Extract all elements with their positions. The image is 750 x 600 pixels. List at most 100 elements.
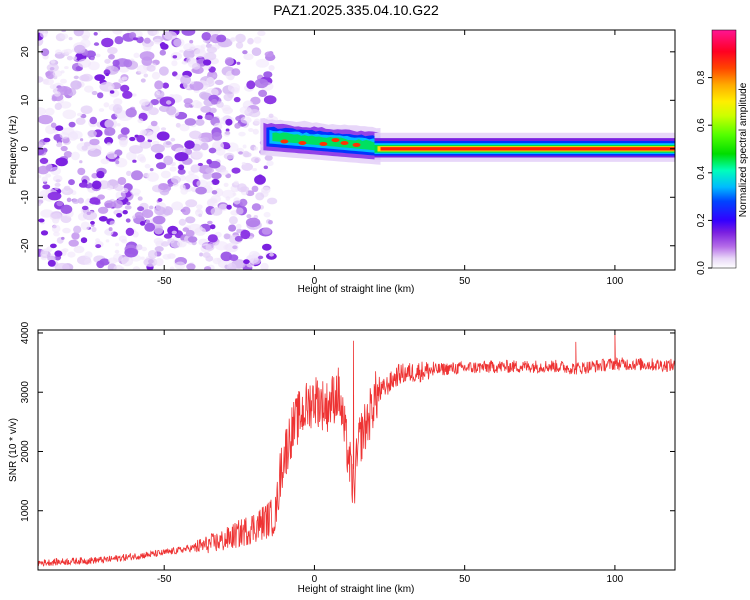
noise-blob <box>60 70 65 74</box>
noise-blob <box>131 170 143 181</box>
noise-blob <box>264 51 274 57</box>
colorbar: 0.0 0.2 0.4 0.6 0.8 Normalized spectral ampl… <box>696 29 749 275</box>
noise-blob <box>207 198 216 207</box>
noise-blob <box>104 119 118 129</box>
noise-blob <box>55 157 68 167</box>
noise-blob <box>153 237 164 245</box>
noise-blob <box>210 98 218 105</box>
noise-blob <box>63 185 71 191</box>
noise-blob <box>129 136 136 142</box>
noise-blob <box>129 145 143 154</box>
noise-blob <box>228 216 238 225</box>
noise-blob <box>104 58 111 64</box>
noise-blob <box>248 236 253 240</box>
noise-blob <box>73 245 85 254</box>
y-tick-label: 4000 <box>20 321 31 344</box>
noise-blob <box>66 197 72 203</box>
noise-blob <box>125 218 131 223</box>
noise-blob <box>130 188 141 195</box>
noise-blob <box>254 78 269 89</box>
noise-blob <box>183 49 196 59</box>
noise-blob <box>90 220 95 225</box>
noise-blob <box>186 57 196 65</box>
noise-blob <box>200 142 209 151</box>
noise-blob <box>203 59 212 66</box>
noise-blob <box>203 52 217 61</box>
snr-y-axis-label: SNR (10 * v/v) <box>8 418 19 482</box>
noise-blob <box>201 137 210 143</box>
noise-blob <box>240 229 251 240</box>
noise-blob <box>216 101 224 108</box>
noise-blob <box>148 107 159 116</box>
noise-blob <box>154 258 164 266</box>
noise-blob <box>38 201 42 207</box>
noise-blob <box>98 108 105 112</box>
noise-blob <box>231 167 241 174</box>
noise-blob <box>152 215 166 225</box>
noise-blob <box>180 75 192 85</box>
snr-panel: -50 0 50 100 1000 2000 3000 4000 Height of str… <box>8 321 676 595</box>
noise-blob <box>207 30 213 33</box>
noise-blob <box>159 42 166 48</box>
noise-blob <box>47 255 56 262</box>
noise-blob <box>206 181 213 186</box>
noise-blob <box>72 198 80 204</box>
x-tick-label: -50 <box>157 574 172 585</box>
noise-blob <box>169 266 175 270</box>
noise-blob <box>38 76 44 83</box>
noise-blob <box>38 165 49 175</box>
noise-blob <box>61 236 65 240</box>
noise-blob <box>181 206 191 216</box>
noise-blob <box>89 197 101 205</box>
noise-blob <box>211 178 220 185</box>
noise-blob <box>38 107 47 116</box>
noise-blob <box>112 59 120 67</box>
noise-blob <box>68 179 75 186</box>
noise-blob <box>154 80 164 90</box>
noise-blob <box>212 257 222 265</box>
noise-blob <box>80 105 93 114</box>
noise-blob <box>220 251 233 262</box>
noise-blob <box>212 74 217 78</box>
noise-blob <box>123 256 130 262</box>
noise-blob <box>113 154 118 158</box>
noise-blob <box>206 159 212 165</box>
noise-blob <box>84 85 94 93</box>
noise-blob <box>47 259 56 267</box>
noise-blob <box>60 204 73 214</box>
noise-blob <box>115 242 120 247</box>
noise-blob <box>109 220 116 226</box>
noise-blob <box>84 258 92 266</box>
noise-blob <box>224 131 231 135</box>
noise-blob <box>196 179 208 188</box>
noise-blob <box>253 36 262 44</box>
noise-blob <box>68 37 73 41</box>
noise-blob <box>40 230 49 236</box>
noise-blob <box>184 140 195 150</box>
noise-blob <box>55 179 61 183</box>
noise-blob <box>79 74 90 82</box>
x-tick-label: 0 <box>312 574 318 585</box>
noise-blob <box>239 198 248 207</box>
noise-blob <box>166 100 172 105</box>
noise-blob <box>135 244 143 251</box>
noise-blob <box>38 141 44 149</box>
noise-blob <box>55 49 62 55</box>
spectrogram-x-axis-label: Height of straight line (km) <box>298 284 415 295</box>
y-tick-label: 0 <box>20 146 31 152</box>
noise-blob <box>100 158 110 165</box>
noise-blob <box>77 58 92 68</box>
noise-blob <box>143 37 151 44</box>
noise-blob <box>61 30 67 33</box>
noise-blob <box>214 241 229 251</box>
noise-blob <box>51 96 57 102</box>
noise-blob <box>59 101 72 109</box>
noise-blob <box>108 54 115 60</box>
noise-blob <box>185 216 196 224</box>
noise-blob <box>81 145 88 151</box>
noise-blob <box>242 144 247 149</box>
noise-blob <box>105 239 110 243</box>
noise-blob <box>190 164 201 173</box>
noise-blob <box>101 37 114 48</box>
stable-red <box>380 147 675 151</box>
